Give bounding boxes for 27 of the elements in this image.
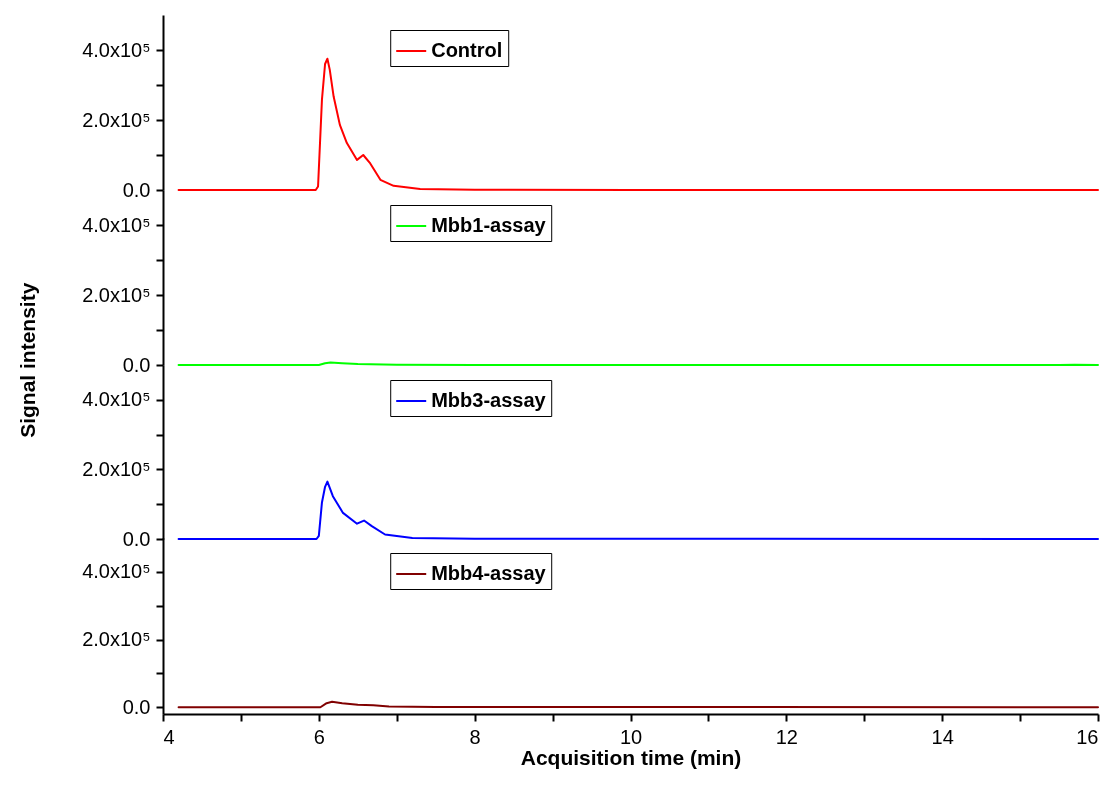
y-axis-title: Signal intensity (15, 282, 39, 438)
line-series (177, 57, 1099, 191)
y-tick-label: 2.0x10⁵ (82, 457, 151, 480)
x-tick-label: 6 (313, 725, 325, 748)
y-tick-label: 0.0 (122, 527, 151, 550)
y-tick-label: 0.0 (122, 695, 151, 718)
y-tick-label: 4.0x10⁵ (82, 388, 151, 411)
legend-label: Mbb3-assay (431, 389, 547, 411)
x-axis-title: Acquisition time (min) (520, 745, 742, 769)
y-tick-label: 4.0x10⁵ (82, 213, 151, 236)
line-series (177, 480, 1099, 540)
legend-label: Mbb1-assay (431, 214, 547, 236)
x-tick-label: 16 (1076, 725, 1099, 748)
y-tick-label: 0.0 (122, 178, 151, 201)
x-tick-label: 8 (469, 725, 481, 748)
x-tick-label: 10 (619, 725, 643, 748)
legend-label: Control (431, 39, 503, 61)
x-tick-label: 14 (931, 725, 954, 748)
y-tick-label: 0.0 (122, 353, 151, 376)
y-tick-label: 2.0x10⁵ (82, 628, 151, 651)
x-tick-label: 12 (775, 725, 798, 748)
legend-label: Mbb4-assay (431, 562, 547, 584)
y-tick-label: 2.0x10⁵ (82, 108, 151, 131)
y-tick-label: 4.0x10⁵ (82, 38, 151, 61)
y-tick-label: 2.0x10⁵ (82, 283, 151, 306)
y-tick-label: 4.0x10⁵ (82, 560, 151, 583)
x-tick-label: 4 (163, 725, 175, 748)
